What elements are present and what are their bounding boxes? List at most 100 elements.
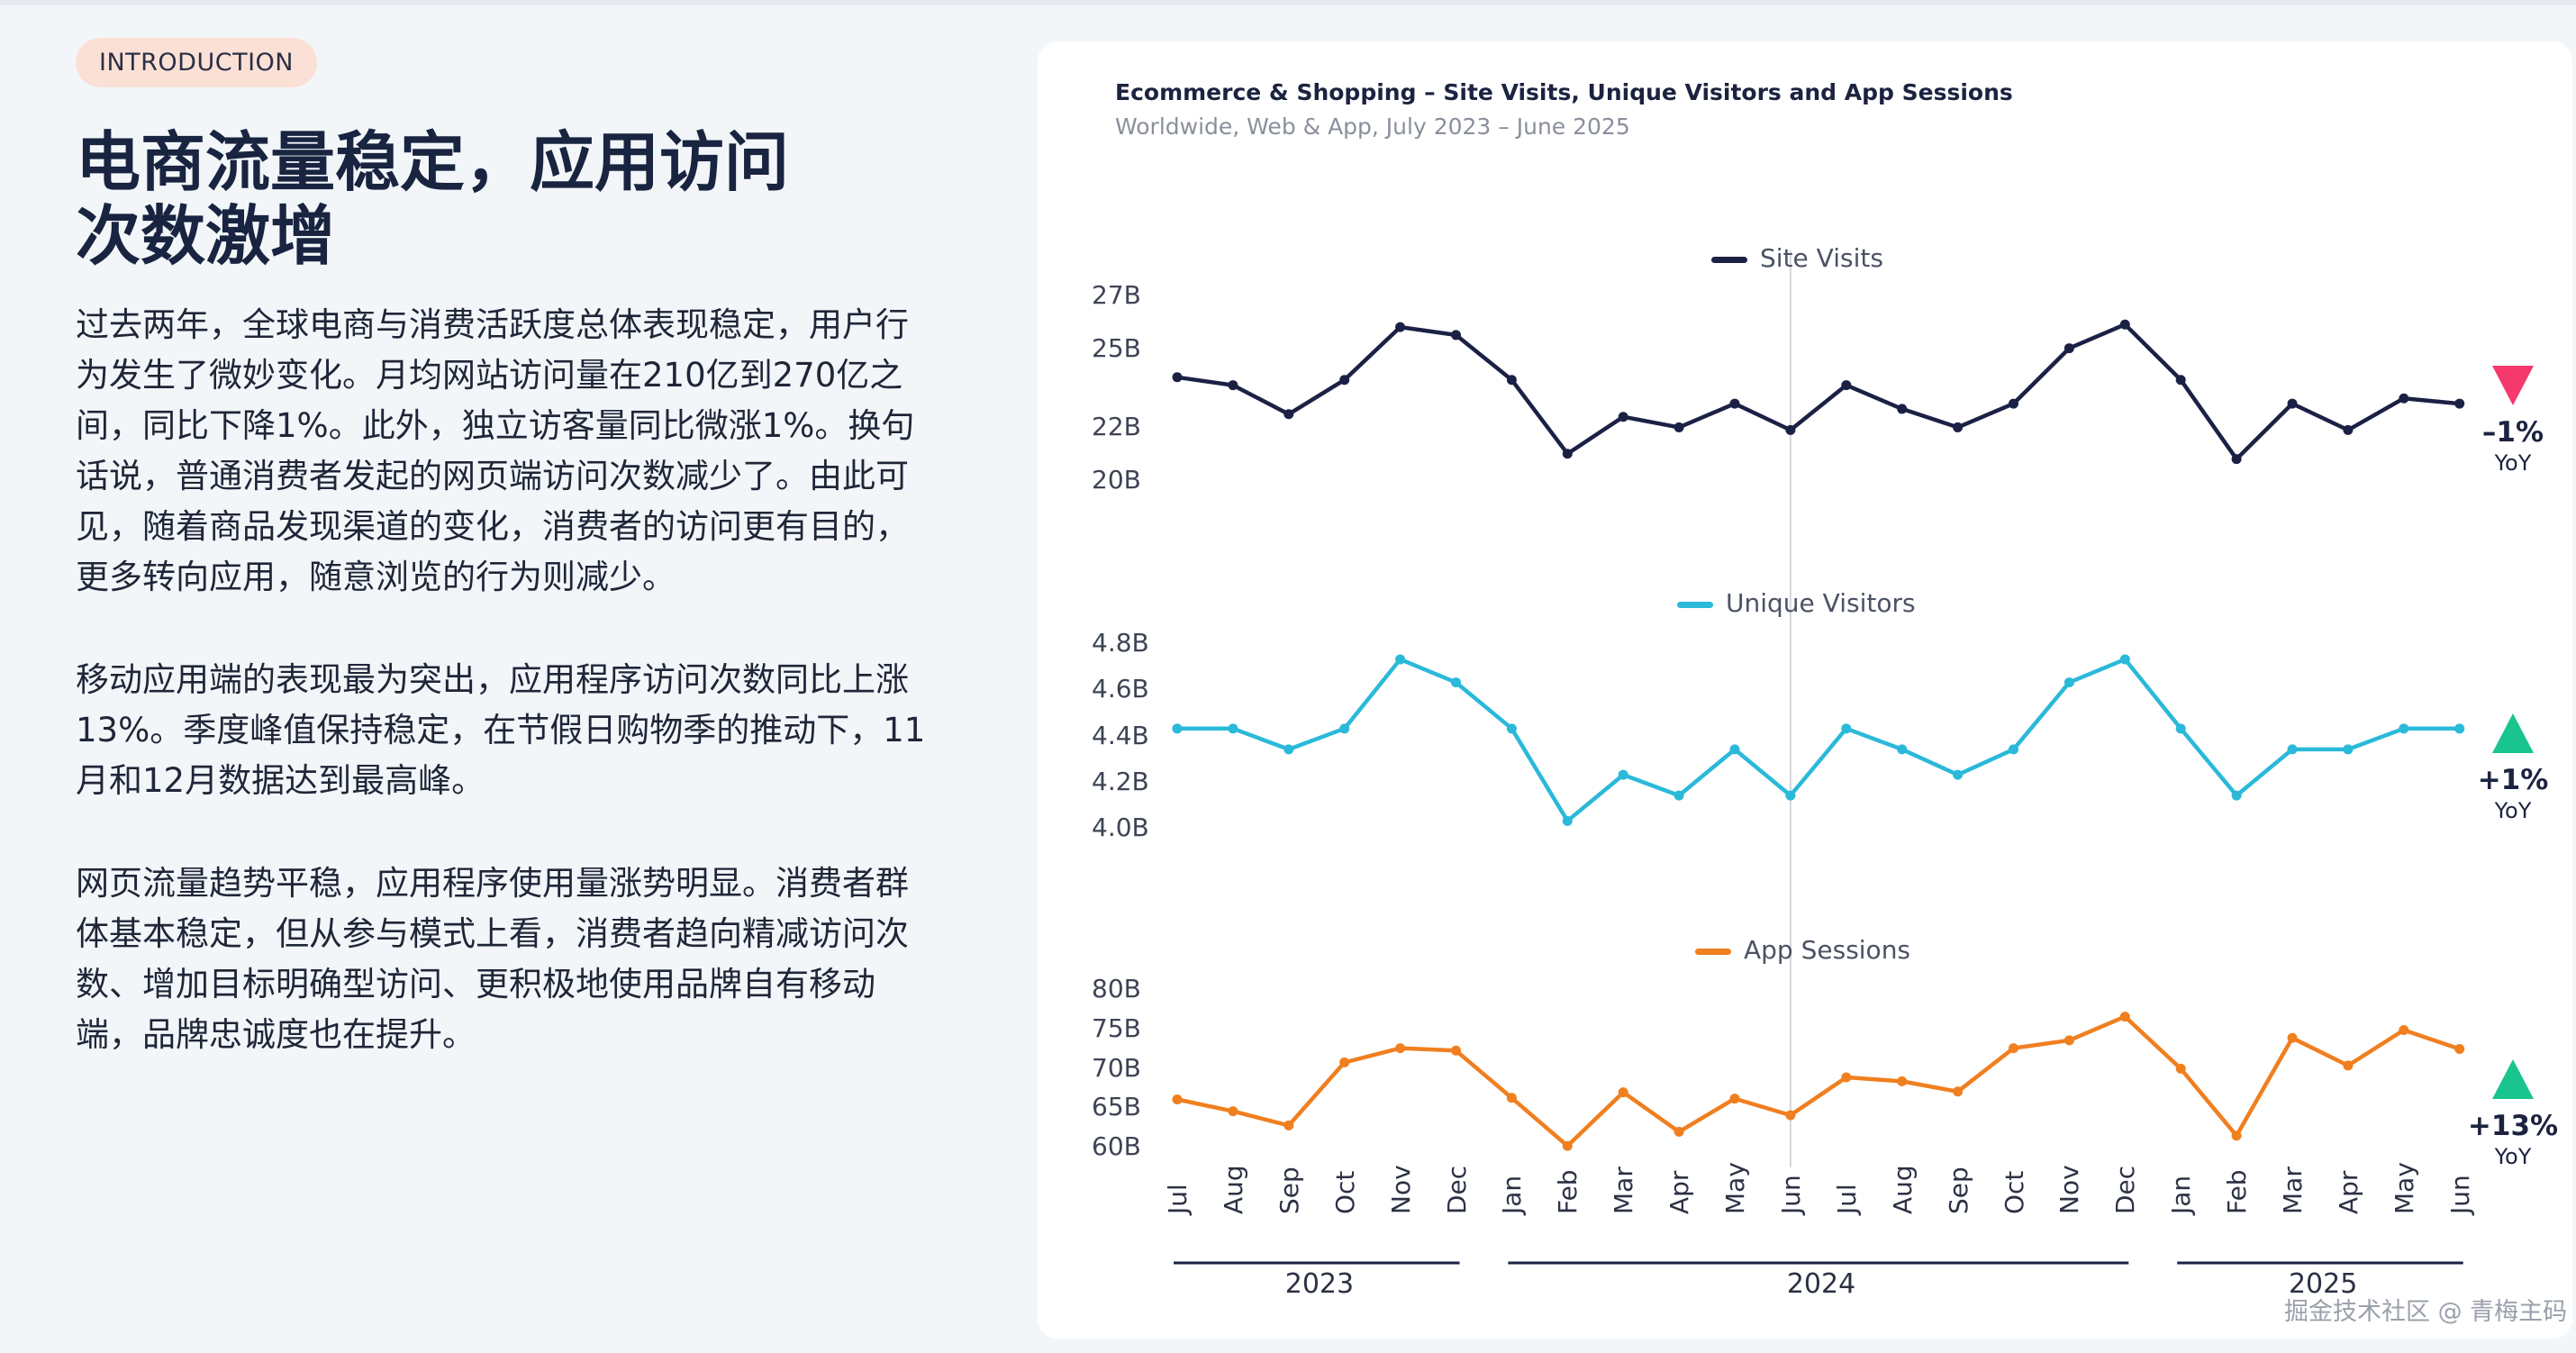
data-point: [2119, 319, 2130, 330]
month-label: Aug: [1218, 1165, 1248, 1214]
data-point: [1729, 398, 1740, 409]
data-point: [1673, 790, 1684, 801]
yoy-up-triangle-icon: [2492, 713, 2534, 753]
data-point: [2231, 454, 2242, 465]
yoy-label: YoY: [2494, 450, 2532, 476]
data-point: [2343, 1060, 2354, 1071]
data-point: [2399, 393, 2409, 404]
data-point: [2119, 1012, 2130, 1022]
data-point: [2231, 790, 2242, 801]
data-point: [1841, 1072, 1852, 1083]
series-line: [1175, 322, 2462, 461]
legend-swatch: [1711, 256, 1747, 263]
paragraph-2: 移动应用端的表现最为突出，应用程序访问次数同比上涨13%。季度峰值保持稳定，在节…: [76, 660, 926, 800]
yoy-value: +13%: [2467, 1110, 2559, 1142]
data-point: [1729, 1094, 1740, 1104]
data-point: [1506, 723, 1517, 734]
legend-2: App Sessions: [1695, 935, 1910, 965]
month-label: Jul: [1163, 1184, 1193, 1214]
yoy-down-triangle-icon: [2492, 366, 2534, 405]
data-point: [1228, 380, 1238, 391]
data-point: [2009, 398, 2018, 409]
data-point: [2399, 723, 2409, 734]
data-point: [1562, 449, 1573, 459]
yoy-value: –1%: [2481, 416, 2544, 449]
data-point: [2064, 343, 2074, 354]
data-point: [2231, 1131, 2242, 1141]
chart-title: Ecommerce & Shopping – Site Visits, Uniq…: [1115, 79, 2013, 105]
y-tick-label: 27B: [1092, 280, 1141, 310]
data-point: [1506, 1093, 1517, 1103]
data-point: [2399, 1025, 2409, 1035]
yoy-up-triangle-icon: [2492, 1059, 2534, 1099]
data-point: [1451, 677, 1461, 688]
month-label: Mar: [1609, 1167, 1639, 1214]
y-tick-label: 4.2B: [1092, 766, 1149, 796]
month-label: Apr: [1664, 1170, 1695, 1214]
month-label: Sep: [1943, 1167, 1973, 1214]
data-point: [1395, 654, 1406, 665]
chart-subtitle: Worldwide, Web & App, July 2023 – June 2…: [1115, 114, 1630, 140]
data-point: [2175, 375, 2186, 386]
introduction-badge: INTRODUCTION: [76, 38, 317, 87]
data-point: [2287, 1032, 2298, 1043]
series-line: [1175, 657, 2462, 823]
month-label: Dec: [1441, 1165, 1472, 1214]
data-point: [2454, 723, 2465, 734]
month-label: Dec: [2110, 1165, 2141, 1214]
data-point: [1395, 322, 1406, 332]
legend-0: Site Visits: [1711, 243, 1883, 273]
paragraph-1: 过去两年，全球电商与消费活跃度总体表现稳定，用户行为发生了微妙变化。月均网站访问…: [76, 305, 915, 596]
data-point: [1172, 723, 1183, 734]
legend-label: App Sessions: [1744, 935, 1911, 965]
year-label: 2025: [2288, 1268, 2358, 1300]
data-point: [2454, 1044, 2465, 1054]
month-label: Oct: [1999, 1170, 2029, 1214]
data-point: [2064, 677, 2074, 688]
month-label: Jun: [2444, 1175, 2475, 1214]
data-point: [1339, 723, 1350, 734]
data-point: [1618, 769, 1628, 780]
month-label: May: [2389, 1162, 2419, 1214]
data-point: [1283, 744, 1294, 755]
data-point: [1673, 422, 1684, 432]
data-point: [1953, 422, 1964, 432]
data-point: [1618, 1087, 1628, 1098]
legend-swatch: [1695, 948, 1731, 955]
data-point: [2119, 654, 2130, 665]
data-point: [1172, 372, 1183, 383]
data-point: [1841, 380, 1852, 391]
data-point: [1953, 769, 1964, 780]
watermark: 掘金技术社区 @ 青梅主码: [2284, 1298, 2568, 1326]
month-label: May: [1720, 1162, 1750, 1214]
data-point: [2064, 1035, 2074, 1046]
month-label: Apr: [2333, 1170, 2363, 1214]
data-point: [1618, 412, 1628, 422]
y-tick-label: 70B: [1092, 1052, 1141, 1083]
data-point: [1562, 815, 1573, 826]
data-point: [1172, 1094, 1183, 1104]
data-point: [1785, 424, 1796, 435]
data-point: [2454, 398, 2465, 409]
yoy-value: +1%: [2477, 764, 2549, 796]
month-label: Jul: [1831, 1184, 1862, 1214]
legend-1: Unique Visitors: [1677, 588, 1916, 618]
data-point: [1283, 1120, 1294, 1131]
month-label: Jan: [2166, 1175, 2197, 1214]
data-point: [1395, 1043, 1406, 1054]
data-point: [1562, 1140, 1573, 1151]
data-point: [1785, 790, 1796, 801]
data-point: [1953, 1086, 1964, 1097]
y-tick-label: 4.0B: [1092, 813, 1149, 842]
month-label: Mar: [2278, 1167, 2308, 1214]
month-label: Jun: [1775, 1175, 1806, 1214]
month-label: Nov: [1385, 1165, 1416, 1214]
y-tick-label: 22B: [1092, 412, 1141, 442]
y-tick-label: 75B: [1092, 1012, 1141, 1043]
data-point: [1339, 1057, 1350, 1067]
year-label: 2023: [1284, 1268, 1355, 1300]
month-label: Feb: [2222, 1169, 2253, 1214]
data-point: [1228, 723, 1238, 734]
y-tick-label: 20B: [1092, 465, 1141, 495]
intro-column: INTRODUCTION 电商流量稳定，应用访问 次数激增 过去两年，全球电商与…: [76, 38, 976, 1060]
